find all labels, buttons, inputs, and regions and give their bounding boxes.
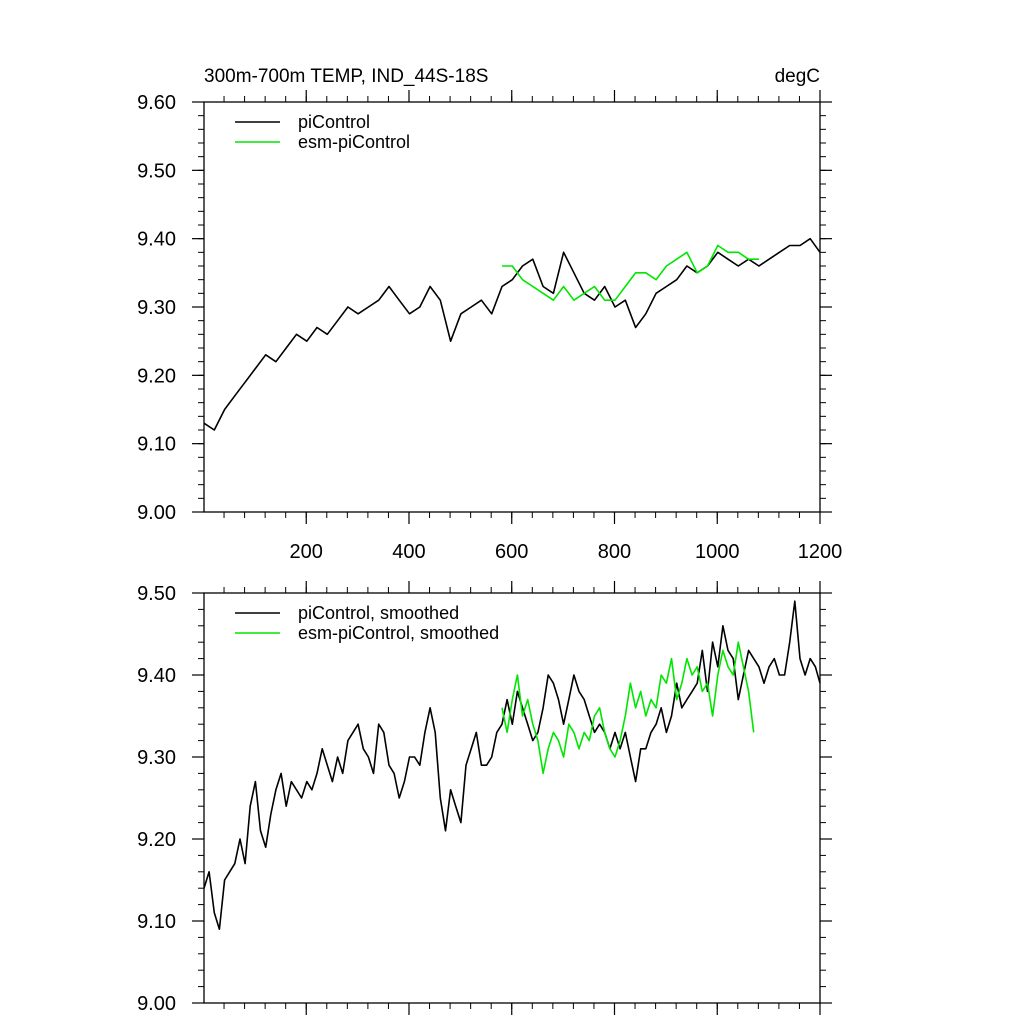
top-y-tick-label: 9.00 xyxy=(137,502,176,524)
top-x-tick-label: 200 xyxy=(290,541,323,563)
top-y-tick-label: 9.50 xyxy=(137,160,176,182)
legend-label-esm-picontrol-smoothed: esm-piControl, smoothed xyxy=(298,623,499,643)
bottom-legend: piControl, smoothed esm-piControl, smoot… xyxy=(235,603,499,643)
bottom-series-line-esm-picontrol xyxy=(501,641,755,775)
top-legend: piControl esm-piControl xyxy=(235,112,410,152)
bottom-axes-layer: 9.00 9.10 9.20 9.30 9.40 9.50 xyxy=(137,581,832,1015)
top-plot-frame xyxy=(203,101,821,513)
top-x-tick-label: 1200 xyxy=(798,541,843,563)
bottom-series-layer xyxy=(203,600,821,931)
top-y-tick-label: 9.10 xyxy=(137,434,176,456)
top-y-tick-label: 9.40 xyxy=(137,229,176,251)
top-axes-layer: 9.00 9.10 9.20 9.30 9.40 9.50 9.60 200 400 600 800… xyxy=(137,90,842,563)
top-series-line-picontrol xyxy=(203,237,821,431)
bottom-y-tick-label: 9.00 xyxy=(137,993,176,1015)
top-x-tick-label: 400 xyxy=(392,541,425,563)
bottom-y-tick-label: 9.40 xyxy=(137,665,176,687)
bottom-series-line-picontrol xyxy=(203,600,821,931)
top-x-tick-label: 1000 xyxy=(695,541,740,563)
top-series-line-esm-picontrol xyxy=(502,244,759,302)
legend-label-picontrol-smoothed: piControl, smoothed xyxy=(298,603,459,623)
chart-title: 300m-700m TEMP, IND_44S-18S xyxy=(204,66,488,87)
units-label: degC xyxy=(775,66,820,87)
top-x-tick-label: 600 xyxy=(495,541,528,563)
top-x-tick-label: 800 xyxy=(598,541,631,563)
top-y-tick-label: 9.60 xyxy=(137,92,176,114)
top-y-tick-label: 9.20 xyxy=(137,365,176,387)
bottom-y-tick-label: 9.20 xyxy=(137,829,176,851)
bottom-y-tick-label: 9.30 xyxy=(137,747,176,769)
bottom-plot-frame xyxy=(203,592,821,1004)
legend-label-picontrol: piControl xyxy=(298,112,370,132)
bottom-chart-panel: 9.00 9.10 9.20 9.30 9.40 9.50 piControl, smoo… xyxy=(137,581,832,1015)
bottom-y-tick-label: 9.10 xyxy=(137,911,176,933)
top-series-layer xyxy=(203,237,821,431)
top-chart-panel: 300m-700m TEMP, IND_44S-18S degC 9.00 9.1… xyxy=(137,66,842,563)
bottom-y-tick-label: 9.50 xyxy=(137,583,176,605)
top-y-tick-label: 9.30 xyxy=(137,297,176,319)
legend-label-esm-picontrol: esm-piControl xyxy=(298,132,410,152)
